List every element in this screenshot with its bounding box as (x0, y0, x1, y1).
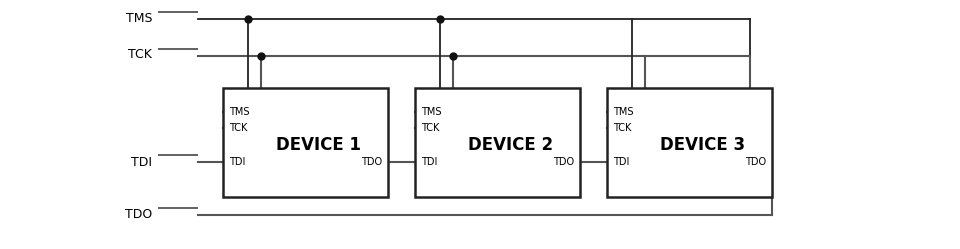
Text: TDO: TDO (553, 157, 574, 167)
Bar (415, 88, 580, 197)
Text: TDI: TDI (131, 155, 152, 169)
Text: TDI: TDI (229, 157, 246, 167)
Text: TMS: TMS (229, 107, 250, 117)
Bar (607, 88, 772, 197)
Text: TMS: TMS (421, 107, 442, 117)
Text: TDO: TDO (361, 157, 382, 167)
Text: TCK: TCK (421, 123, 440, 133)
Text: TMS: TMS (126, 11, 152, 24)
Text: TDO: TDO (125, 208, 152, 222)
Text: DEVICE 3: DEVICE 3 (660, 136, 745, 154)
Text: TDO: TDO (745, 157, 766, 167)
Text: TMS: TMS (613, 107, 634, 117)
Text: DEVICE 2: DEVICE 2 (468, 136, 553, 154)
Bar (223, 88, 388, 197)
Text: TCK: TCK (613, 123, 632, 133)
Text: TDI: TDI (613, 157, 630, 167)
Text: TCK: TCK (229, 123, 248, 133)
Text: TCK: TCK (128, 49, 152, 62)
Text: DEVICE 1: DEVICE 1 (276, 136, 361, 154)
Text: TDI: TDI (421, 157, 438, 167)
